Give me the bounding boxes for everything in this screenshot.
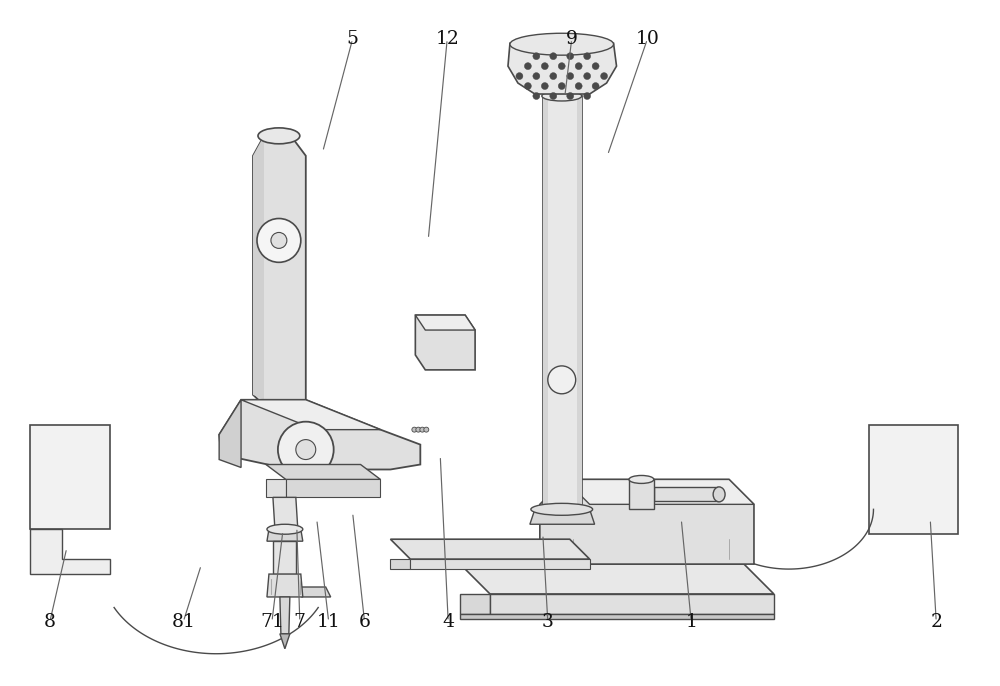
Circle shape [567, 73, 574, 80]
Polygon shape [415, 315, 475, 370]
Ellipse shape [542, 91, 582, 101]
Polygon shape [241, 400, 380, 429]
Circle shape [575, 82, 582, 90]
Circle shape [550, 93, 557, 99]
Polygon shape [543, 96, 548, 511]
Ellipse shape [267, 524, 303, 534]
Circle shape [541, 82, 548, 90]
Circle shape [533, 53, 540, 60]
Ellipse shape [531, 504, 593, 515]
Polygon shape [273, 497, 298, 529]
Circle shape [558, 62, 565, 69]
Polygon shape [508, 43, 617, 94]
Text: 9: 9 [566, 30, 578, 48]
Text: 6: 6 [359, 613, 370, 630]
Polygon shape [869, 425, 958, 534]
Circle shape [278, 422, 334, 477]
Text: 11: 11 [317, 613, 341, 630]
Circle shape [550, 53, 557, 60]
Polygon shape [490, 594, 774, 614]
Polygon shape [267, 529, 303, 541]
Circle shape [592, 62, 599, 69]
Polygon shape [30, 425, 110, 529]
Text: 1: 1 [685, 613, 697, 630]
Polygon shape [577, 96, 582, 511]
Polygon shape [253, 136, 306, 410]
Text: 4: 4 [442, 613, 454, 630]
Circle shape [575, 62, 582, 69]
Circle shape [584, 73, 591, 80]
Polygon shape [543, 96, 582, 511]
Circle shape [533, 93, 540, 99]
Polygon shape [266, 480, 286, 497]
Polygon shape [390, 539, 590, 559]
Circle shape [592, 82, 599, 90]
Circle shape [296, 440, 316, 460]
Polygon shape [267, 574, 303, 597]
Circle shape [524, 62, 531, 69]
Text: 5: 5 [347, 30, 359, 48]
Ellipse shape [713, 487, 725, 502]
Text: 2: 2 [930, 613, 942, 630]
Polygon shape [273, 541, 296, 574]
Circle shape [558, 82, 565, 90]
Polygon shape [219, 400, 420, 469]
Circle shape [567, 53, 574, 60]
Polygon shape [530, 509, 595, 524]
Polygon shape [415, 315, 475, 330]
Polygon shape [629, 480, 654, 509]
Polygon shape [390, 559, 410, 569]
Circle shape [524, 82, 531, 90]
Polygon shape [266, 464, 380, 480]
Circle shape [533, 73, 540, 80]
Circle shape [420, 427, 425, 432]
Polygon shape [460, 594, 490, 614]
Text: 71: 71 [260, 613, 284, 630]
Circle shape [516, 73, 523, 80]
Circle shape [416, 427, 421, 432]
Circle shape [567, 93, 574, 99]
Text: 10: 10 [635, 30, 659, 48]
Text: 12: 12 [435, 30, 459, 48]
Text: 7: 7 [294, 613, 306, 630]
Ellipse shape [258, 128, 300, 144]
Polygon shape [219, 400, 241, 467]
Circle shape [584, 53, 591, 60]
Polygon shape [410, 559, 590, 569]
Circle shape [584, 93, 591, 99]
Text: 81: 81 [171, 613, 195, 630]
Polygon shape [280, 634, 290, 649]
Circle shape [601, 73, 608, 80]
Circle shape [550, 73, 557, 80]
Circle shape [412, 427, 417, 432]
Polygon shape [540, 480, 754, 564]
Circle shape [271, 233, 287, 248]
Ellipse shape [629, 475, 654, 484]
Polygon shape [30, 529, 110, 574]
Polygon shape [286, 480, 380, 497]
Polygon shape [297, 587, 331, 597]
Circle shape [541, 62, 548, 69]
Text: 3: 3 [542, 613, 554, 630]
Text: 8: 8 [44, 613, 56, 630]
Polygon shape [460, 564, 774, 594]
Polygon shape [654, 488, 719, 501]
Polygon shape [565, 480, 754, 504]
Polygon shape [460, 614, 774, 619]
Ellipse shape [510, 33, 614, 55]
Circle shape [257, 219, 301, 262]
Polygon shape [253, 136, 264, 400]
Circle shape [548, 366, 576, 394]
Polygon shape [280, 597, 290, 634]
Circle shape [424, 427, 429, 432]
